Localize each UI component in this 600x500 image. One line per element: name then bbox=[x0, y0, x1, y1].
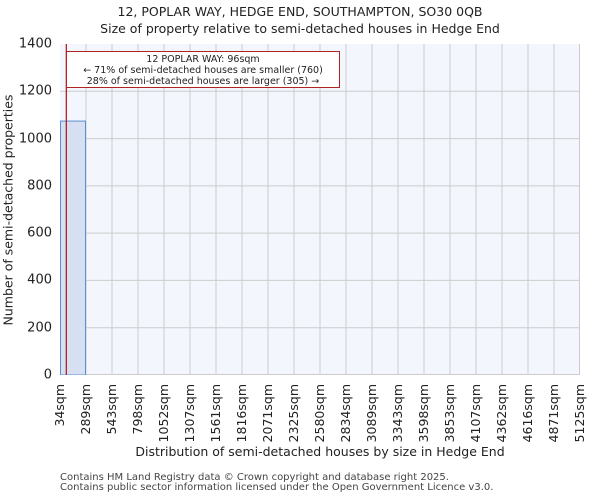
attribution-line-2: Contains public sector information licen… bbox=[60, 482, 494, 493]
x-tick-label: 543sqm bbox=[104, 384, 119, 435]
x-tick-label: 289sqm bbox=[78, 384, 93, 435]
histogram bbox=[60, 44, 580, 375]
x-tick-label: 4616sqm bbox=[520, 384, 535, 443]
y-tick-label: 1200 bbox=[18, 83, 52, 99]
x-tick-label: 2834sqm bbox=[338, 384, 353, 443]
x-tick-label: 3343sqm bbox=[390, 384, 405, 443]
y-tick-label: 200 bbox=[27, 320, 52, 336]
histogram-bar bbox=[60, 120, 86, 375]
x-tick-label: 3598sqm bbox=[416, 384, 431, 443]
y-tick-label: 800 bbox=[27, 178, 52, 194]
attribution: Contains HM Land Registry data © Crown c… bbox=[60, 473, 493, 493]
x-tick-label: 2580sqm bbox=[312, 384, 327, 443]
property-annotation: 12 POPLAR WAY: 96sqm ← 71% of semi-detac… bbox=[66, 51, 340, 88]
attribution-line-1: Contains HM Land Registry data © Crown c… bbox=[60, 472, 449, 483]
chart-subtitle: Size of property relative to semi-detach… bbox=[100, 21, 500, 36]
plot-area bbox=[60, 44, 580, 375]
chart-title: 12, POPLAR WAY, HEDGE END, SOUTHAMPTON, … bbox=[117, 4, 483, 19]
x-tick-label: 4107sqm bbox=[468, 384, 483, 443]
y-axis-label: Number of semi-detached properties bbox=[0, 94, 16, 326]
annotation-line-1: 12 POPLAR WAY: 96sqm bbox=[146, 54, 260, 65]
y-tick-label: 0 bbox=[43, 367, 52, 383]
x-tick-label: 3853sqm bbox=[442, 384, 457, 443]
x-tick-label: 2325sqm bbox=[286, 384, 301, 443]
annotation-line-3: 28% of semi-detached houses are larger (… bbox=[86, 76, 320, 87]
x-tick-label: 4871sqm bbox=[546, 384, 561, 443]
x-tick-label: 2071sqm bbox=[260, 384, 275, 443]
x-tick-label: 1816sqm bbox=[234, 384, 249, 443]
x-tick-label: 1052sqm bbox=[156, 384, 171, 443]
x-tick-label: 34sqm bbox=[52, 384, 67, 427]
annotation-line-2: ← 71% of semi-detached houses are smalle… bbox=[83, 65, 323, 76]
x-tick-label: 798sqm bbox=[130, 384, 145, 435]
x-tick-label: 4362sqm bbox=[494, 384, 509, 443]
y-tick-label: 400 bbox=[27, 272, 52, 288]
y-tick-label: 1000 bbox=[18, 131, 52, 147]
x-tick-label: 5125sqm bbox=[572, 384, 587, 443]
y-tick-label: 1400 bbox=[18, 36, 52, 52]
x-tick-label: 1307sqm bbox=[182, 384, 197, 443]
y-tick-label: 600 bbox=[27, 225, 52, 241]
x-axis-label: Distribution of semi-detached houses by … bbox=[135, 444, 505, 459]
x-tick-label: 3089sqm bbox=[364, 384, 379, 443]
x-tick-label: 1561sqm bbox=[208, 384, 223, 443]
